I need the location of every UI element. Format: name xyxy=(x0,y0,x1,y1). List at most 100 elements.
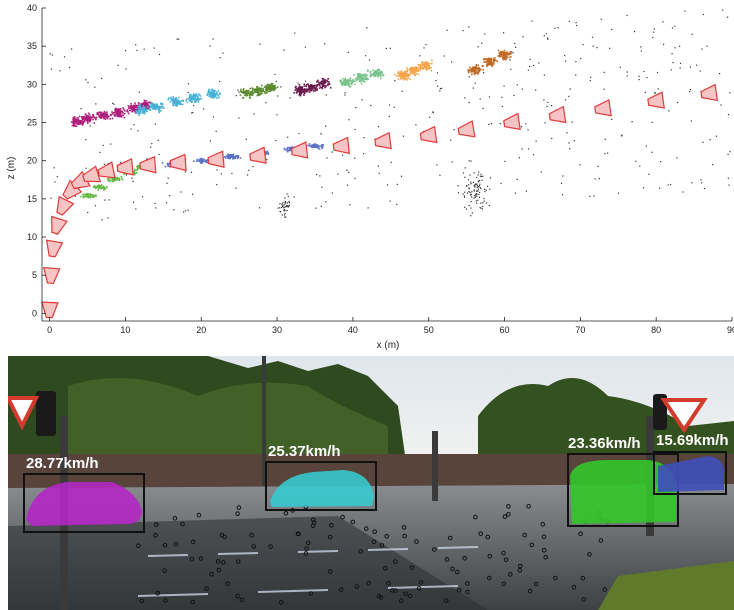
cloud-point xyxy=(492,59,495,61)
background-point xyxy=(674,25,676,27)
cloud-point xyxy=(363,80,366,83)
camera-pose xyxy=(51,215,68,235)
background-point xyxy=(589,79,591,82)
background-point xyxy=(682,191,684,193)
cloud-point xyxy=(150,101,152,104)
detection-vehicle-2: 25.37km/h xyxy=(265,443,377,511)
cloud-point xyxy=(498,55,501,58)
scene-point xyxy=(522,532,528,538)
background-point xyxy=(551,137,553,140)
cloud-point xyxy=(77,118,80,121)
scene-point xyxy=(598,538,604,543)
cloud-point xyxy=(103,117,105,120)
background-point xyxy=(668,110,670,112)
cloud-point xyxy=(406,70,409,73)
cloud-point xyxy=(196,158,199,161)
background-point xyxy=(715,135,718,137)
background-point xyxy=(457,192,460,194)
background-point xyxy=(484,33,486,35)
cloud-point xyxy=(147,108,149,110)
camera-frustum xyxy=(332,136,351,155)
background-point xyxy=(684,10,686,12)
scene-point xyxy=(578,531,583,537)
scene-point xyxy=(443,598,449,603)
cloud-point xyxy=(365,77,368,79)
cloud-point xyxy=(321,147,323,150)
background-point xyxy=(575,74,577,76)
background-point xyxy=(648,173,650,175)
background-point xyxy=(479,175,481,177)
cloud-point xyxy=(503,49,506,52)
background-point xyxy=(598,178,600,180)
cloud-point xyxy=(502,51,504,53)
cloud-point xyxy=(195,94,198,97)
cloud-point xyxy=(172,97,175,100)
cloud-point xyxy=(298,94,301,96)
cloud-point xyxy=(480,68,482,71)
background-point xyxy=(124,50,127,52)
cloud-point xyxy=(505,54,507,57)
background-point xyxy=(155,207,157,209)
background-point xyxy=(580,58,582,60)
scene-point xyxy=(580,575,586,581)
cloud-point xyxy=(271,83,274,85)
cloud-point xyxy=(498,54,500,57)
background-point xyxy=(535,89,537,91)
cloud-point xyxy=(316,85,319,87)
cloud-point xyxy=(144,109,147,111)
scene-point xyxy=(249,532,254,538)
background-point xyxy=(480,187,482,189)
background-point xyxy=(488,205,490,207)
cloud-point xyxy=(176,105,178,107)
camera-pose xyxy=(503,112,521,131)
cloud-point xyxy=(477,64,479,67)
cloud-point xyxy=(137,104,140,107)
cloud-point xyxy=(367,70,369,73)
yield-sign-left xyxy=(8,396,40,431)
cloud-point xyxy=(273,88,275,91)
background-point xyxy=(482,202,484,204)
scene-point xyxy=(327,569,333,574)
cloud-point xyxy=(363,74,365,76)
cloud-point xyxy=(413,72,415,75)
background-point xyxy=(662,21,664,23)
background-point xyxy=(441,87,443,89)
background-point xyxy=(277,95,279,97)
scene-point xyxy=(416,586,422,591)
background-point xyxy=(475,183,477,185)
cloud-point xyxy=(324,79,327,81)
cloud-point xyxy=(85,114,87,116)
background-point xyxy=(706,45,708,47)
background-point xyxy=(219,57,221,59)
cloud-point xyxy=(264,91,266,93)
cloud-point xyxy=(265,89,267,91)
cloud-point xyxy=(309,89,312,92)
scene-point xyxy=(180,521,185,527)
background-point xyxy=(305,80,307,82)
background-point xyxy=(527,129,529,131)
background-point xyxy=(469,192,471,194)
background-point xyxy=(462,30,464,32)
background-point xyxy=(219,80,221,83)
cloud-point xyxy=(161,105,164,108)
cloud-point xyxy=(167,98,169,101)
cloud-point xyxy=(195,99,198,101)
background-point xyxy=(85,139,87,141)
background-point xyxy=(235,95,237,97)
background-point xyxy=(285,202,287,204)
cloud-point xyxy=(406,69,409,71)
background-point xyxy=(468,191,470,193)
background-point xyxy=(400,175,403,177)
background-point xyxy=(480,173,482,175)
cloud-point xyxy=(475,67,478,69)
cloud-point xyxy=(78,123,80,125)
cloud-point xyxy=(248,96,251,98)
background-point xyxy=(475,200,477,202)
cloud-point xyxy=(95,194,97,197)
cloud-point xyxy=(135,105,137,107)
cloud-point xyxy=(249,87,251,90)
cloud-point xyxy=(426,61,429,63)
cloud-point xyxy=(129,105,132,108)
background-point xyxy=(287,195,289,197)
bounding-box-4 xyxy=(653,451,727,495)
